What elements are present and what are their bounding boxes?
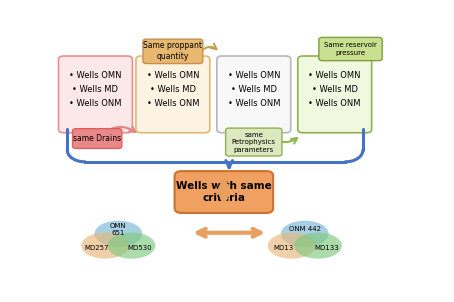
Text: ONM 442: ONM 442 [289, 226, 321, 232]
Ellipse shape [108, 233, 155, 259]
Text: MD257: MD257 [84, 245, 109, 251]
FancyBboxPatch shape [298, 56, 372, 133]
Text: Same reservoir
pressure: Same reservoir pressure [324, 42, 377, 56]
Text: • Wells OMN
• Wells MD
• Wells ONM: • Wells OMN • Wells MD • Wells ONM [227, 71, 280, 108]
Text: MD13: MD13 [273, 245, 293, 251]
Text: Same proppant
quantity: Same proppant quantity [143, 41, 202, 61]
Ellipse shape [294, 233, 342, 259]
Ellipse shape [81, 233, 129, 259]
Text: • Wells OMN
• Wells MD
• Wells ONM: • Wells OMN • Wells MD • Wells ONM [147, 71, 199, 108]
Ellipse shape [281, 221, 329, 247]
FancyBboxPatch shape [319, 37, 382, 61]
FancyBboxPatch shape [73, 129, 122, 149]
FancyBboxPatch shape [217, 56, 291, 133]
FancyBboxPatch shape [226, 128, 282, 156]
Text: same Drains: same Drains [73, 134, 121, 143]
FancyBboxPatch shape [175, 171, 273, 213]
Ellipse shape [268, 233, 316, 259]
Text: • Wells OMN
• Wells MD
• Wells ONM: • Wells OMN • Wells MD • Wells ONM [69, 71, 122, 108]
FancyBboxPatch shape [143, 39, 203, 63]
Text: • Wells OMN
• Wells MD
• Wells ONM: • Wells OMN • Wells MD • Wells ONM [308, 71, 361, 108]
FancyBboxPatch shape [136, 56, 210, 133]
Ellipse shape [94, 221, 142, 247]
Text: MD530: MD530 [128, 245, 153, 251]
Text: Wells with same
criteria: Wells with same criteria [176, 181, 272, 203]
FancyBboxPatch shape [59, 56, 133, 133]
Text: MD133: MD133 [314, 245, 339, 251]
Text: same
Petrophysics
parameters: same Petrophysics parameters [232, 132, 276, 153]
Text: OMN
651: OMN 651 [110, 223, 127, 236]
